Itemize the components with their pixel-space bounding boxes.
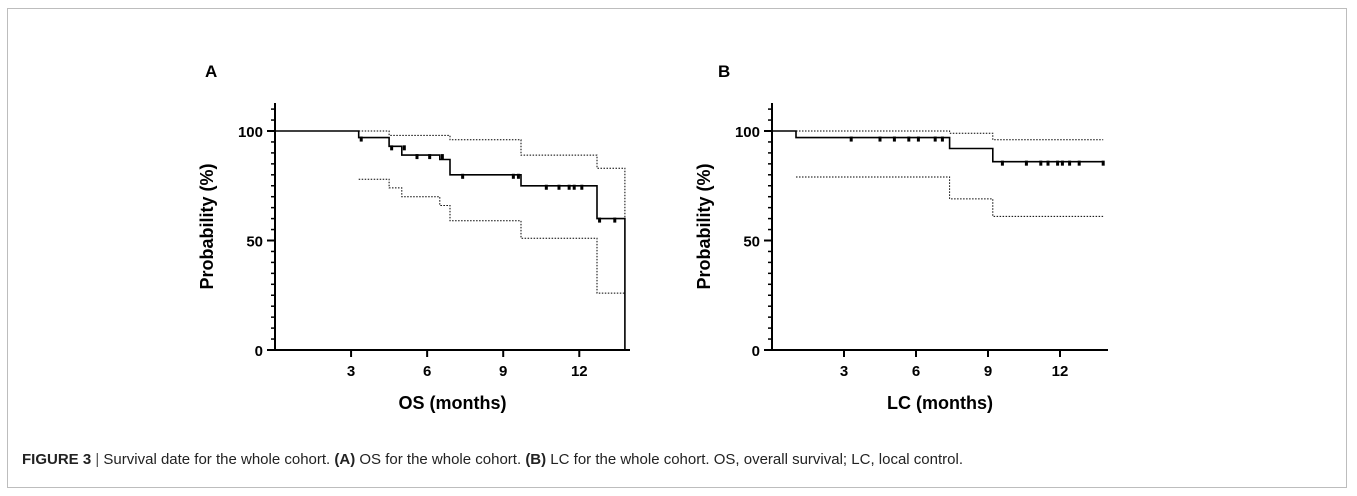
panel-b-letter: B (718, 62, 731, 81)
caption-text-3: LC for the whole cohort. OS, overall sur… (546, 451, 963, 468)
panel-b-censor-mark (1024, 160, 1028, 166)
panel-a-censor-mark (567, 184, 571, 190)
panel-a-letter: A (205, 62, 218, 81)
panel-b-y-tick-label: 100 (735, 124, 760, 141)
figure-caption: FIGURE 3 | Survival date for the whole c… (22, 451, 963, 468)
panel-b-estimate-line (772, 130, 1104, 163)
panel-a-censor-mark (580, 184, 584, 190)
panel-a-censor-mark (598, 217, 602, 223)
panel-a-lower-ci-line (358, 178, 625, 294)
panel-a-censor-mark (613, 217, 617, 223)
panel-b-censor-mark (1077, 160, 1081, 166)
panel-a-estimate-line (275, 130, 626, 350)
panel-b-censor-mark (940, 136, 944, 142)
panel-a-censor-mark (390, 145, 394, 151)
panel-b-censor-mark (1056, 160, 1060, 166)
panel-b-lower-ci-line (796, 176, 1104, 217)
panel-a-censor-mark (511, 173, 515, 179)
caption-figure-label: FIGURE 3 (22, 451, 92, 468)
caption-separator: | (91, 451, 104, 468)
caption-text-2: OS for the whole cohort. (355, 451, 526, 468)
panel-b-upper-ci-line (796, 130, 1104, 141)
chart-panel-b: 0 50 100 3 6 9 12 LC (months) Probability (%) (694, 103, 1108, 413)
panel-a-censor-mark (440, 154, 444, 160)
panel-b-censor-mark (892, 136, 896, 142)
panel-b-x-tick-label: 6 (912, 363, 920, 380)
panel-b-censor-mark (849, 136, 853, 142)
panel-a-y-axis-label: Probability (%) (197, 163, 217, 289)
figure-frame (7, 8, 1347, 488)
panel-a-censor-mark (572, 184, 576, 190)
panel-b-censor-mark (1046, 160, 1050, 166)
panel-a-x-tick-label: 12 (571, 363, 588, 380)
panel-a-censor-mark (428, 154, 432, 160)
panel-b-censor-mark (1039, 160, 1043, 166)
panel-b-x-axis-label: LC (months) (887, 393, 993, 413)
panel-a-censor-mark (359, 136, 363, 142)
panel-a-censor-mark (415, 154, 419, 160)
panel-a-censor-mark (557, 184, 561, 190)
panel-b-x-tick-label: 3 (840, 363, 848, 380)
panel-a-censor-mark (461, 173, 465, 179)
panel-b-censor-mark (1060, 160, 1064, 166)
chart-panel-a: 0 50 100 3 6 9 12 OS (months) Probability (%) (197, 103, 630, 413)
panel-b-censor-mark (1068, 160, 1072, 166)
caption-label-b: (B) (525, 451, 547, 468)
panel-a-x-tick-label: 3 (347, 363, 355, 380)
panel-a-y-tick-label: 50 (246, 234, 263, 251)
panel-a-y-tick-label: 0 (255, 343, 263, 360)
caption-text-1: Survival date for the whole cohort. (103, 451, 335, 468)
panel-b-censor-mark (916, 136, 920, 142)
panel-b-censor-mark (1101, 160, 1105, 166)
panel-a-censor-mark (544, 184, 548, 190)
panel-a-censor-mark (516, 173, 520, 179)
panel-b-censor-mark (933, 136, 937, 142)
panel-b-censor-mark (1000, 160, 1004, 166)
panel-a-y-tick-label: 100 (238, 124, 263, 141)
caption-label-a: (A) (334, 451, 356, 468)
panel-a-censor-mark (402, 145, 406, 151)
panel-b-censor-mark (878, 136, 882, 142)
panel-b-y-tick-label: 50 (743, 234, 760, 251)
panel-b-x-tick-label: 9 (984, 363, 992, 380)
panel-b-y-axis-label: Probability (%) (694, 163, 714, 289)
panel-b-censor-mark (907, 136, 911, 142)
panel-a-x-tick-label: 6 (423, 363, 431, 380)
panel-a-upper-ci-line (358, 130, 626, 219)
panel-b-y-tick-label: 0 (752, 343, 760, 360)
panel-b-x-tick-label: 12 (1052, 363, 1069, 380)
panel-a-x-tick-label: 9 (499, 363, 507, 380)
panel-a-x-axis-label: OS (months) (399, 393, 507, 413)
